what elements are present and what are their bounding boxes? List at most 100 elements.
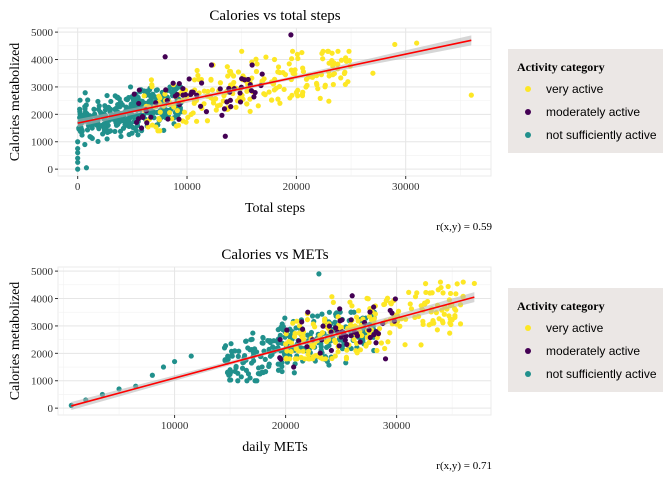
- data-point: [286, 61, 292, 67]
- data-point: [244, 101, 250, 107]
- data-point: [175, 122, 182, 128]
- correlation-annotation: r(x,y) = 0.59: [436, 221, 492, 233]
- data-point: [75, 139, 81, 145]
- data-point: [294, 51, 300, 57]
- data-point: [282, 315, 288, 321]
- data-point: [239, 48, 245, 54]
- data-point: [277, 355, 283, 361]
- legend-box: [508, 49, 663, 153]
- data-point: [299, 319, 305, 325]
- data-point: [245, 76, 251, 83]
- legend-label-not-sufficiently-active: not sufficiently active: [546, 367, 657, 381]
- data-point: [335, 314, 341, 320]
- data-point: [437, 279, 444, 285]
- data-point: [319, 356, 326, 362]
- data-point: [210, 100, 217, 106]
- data-point: [412, 294, 419, 300]
- data-point: [188, 91, 194, 98]
- data-point: [308, 329, 315, 336]
- data-point: [233, 104, 239, 110]
- data-point: [275, 367, 282, 373]
- data-point: [217, 80, 224, 86]
- data-point: [75, 155, 81, 161]
- x-axis-label: daily METs: [242, 440, 308, 455]
- data-point: [227, 97, 233, 103]
- data-point: [284, 327, 290, 333]
- data-point: [345, 79, 351, 85]
- data-point: [217, 86, 223, 92]
- data-point: [357, 339, 363, 345]
- data-point: [356, 308, 362, 314]
- data-point: [157, 109, 163, 115]
- data-point: [299, 326, 306, 332]
- data-point: [277, 336, 283, 343]
- data-point: [144, 120, 150, 126]
- data-point: [339, 317, 345, 323]
- data-point: [392, 41, 398, 48]
- correlation-annotation: r(x,y) = 0.71: [436, 460, 492, 472]
- data-point: [247, 96, 253, 102]
- data-point: [407, 301, 413, 307]
- data-point: [348, 333, 354, 339]
- data-point: [418, 342, 424, 348]
- data-point: [460, 279, 466, 285]
- data-point: [289, 48, 296, 54]
- data-point: [87, 134, 93, 140]
- points: [68, 271, 477, 409]
- data-point: [180, 92, 186, 98]
- data-point: [91, 106, 97, 112]
- data-point: [374, 347, 380, 354]
- data-point: [133, 119, 140, 125]
- data-point: [310, 344, 316, 350]
- data-point: [204, 118, 211, 124]
- data-point: [248, 337, 254, 343]
- data-point: [291, 364, 297, 370]
- data-point: [302, 356, 308, 362]
- data-point: [148, 77, 155, 83]
- data-point: [231, 79, 237, 86]
- data-point: [331, 61, 337, 67]
- y-tick-label: 0: [48, 164, 54, 176]
- data-point: [228, 104, 234, 110]
- data-point: [280, 70, 286, 76]
- trend: [77, 35, 472, 128]
- legend-key-not-sufficiently-active: [525, 132, 531, 138]
- data-point: [275, 64, 282, 70]
- data-point: [101, 125, 107, 131]
- data-point: [243, 367, 249, 373]
- data-point: [126, 95, 132, 101]
- data-point: [382, 356, 389, 362]
- legend-key-very-active: [525, 325, 531, 331]
- data-point: [195, 72, 201, 79]
- data-point: [376, 325, 383, 332]
- legend-title: Activity category: [517, 60, 605, 74]
- data-point: [266, 361, 272, 367]
- data-point: [248, 360, 255, 366]
- data-point: [275, 69, 281, 75]
- data-point: [320, 56, 326, 62]
- x-tick-label: 10000: [161, 420, 189, 432]
- data-point: [129, 130, 135, 136]
- data-point: [140, 114, 146, 120]
- data-point: [357, 347, 364, 353]
- data-point: [332, 339, 339, 345]
- data-point: [338, 57, 345, 63]
- data-point: [375, 331, 382, 337]
- data-point: [269, 97, 275, 103]
- data-point: [322, 318, 328, 324]
- data-point: [331, 70, 338, 77]
- data-point: [434, 327, 440, 333]
- data-point: [312, 324, 318, 330]
- data-point: [238, 374, 244, 380]
- data-point: [154, 87, 160, 93]
- data-point: [254, 378, 260, 384]
- legend: Activity category very active moderately…: [508, 49, 663, 153]
- data-point: [330, 81, 336, 88]
- data-point: [89, 125, 95, 131]
- x-tick-label: 0: [75, 181, 81, 193]
- data-point: [165, 116, 171, 122]
- data-point: [424, 298, 431, 305]
- data-point: [112, 128, 118, 135]
- data-point: [449, 317, 455, 323]
- data-point: [171, 358, 178, 365]
